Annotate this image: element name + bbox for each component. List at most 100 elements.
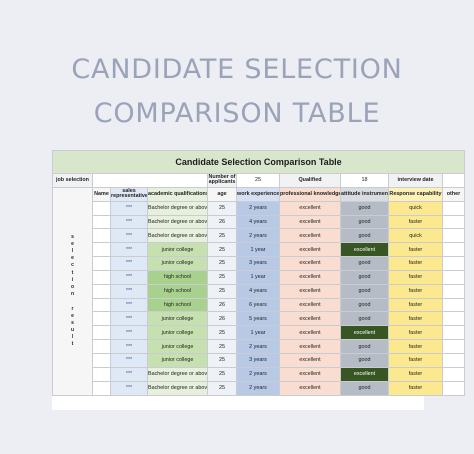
other-cell[interactable] — [441, 297, 466, 313]
knowledge-cell[interactable]: excellent — [279, 339, 341, 354]
academic-cell[interactable]: high school — [147, 297, 208, 313]
attitude-cell[interactable]: good — [340, 256, 389, 271]
academic-cell[interactable]: high school — [147, 269, 208, 285]
attitude-cell[interactable]: good — [340, 339, 389, 354]
candidate-name-cell[interactable] — [92, 214, 111, 230]
other-cell[interactable] — [441, 366, 466, 382]
other-cell[interactable] — [441, 200, 466, 216]
candidate-name-cell[interactable] — [92, 297, 111, 313]
work-experience-cell[interactable]: 1 year — [236, 269, 280, 285]
response-cell[interactable]: faster — [388, 269, 443, 285]
other-cell[interactable] — [441, 283, 466, 299]
qualified-value[interactable]: 18 — [340, 173, 389, 188]
age-cell[interactable]: 25 — [207, 380, 237, 396]
response-cell[interactable]: faster — [388, 297, 443, 313]
work-experience-cell[interactable]: 2 years — [236, 228, 280, 244]
age-cell[interactable]: 25 — [207, 366, 237, 382]
candidate-name-cell[interactable] — [92, 242, 111, 258]
other-cell[interactable] — [441, 269, 466, 285]
candidate-name-cell[interactable] — [92, 200, 111, 216]
attitude-cell[interactable]: excellent — [340, 366, 389, 382]
other-cell[interactable] — [441, 339, 466, 354]
sales-rep-cell[interactable]: *** — [110, 311, 148, 327]
academic-cell[interactable]: junior college — [147, 339, 208, 354]
candidate-name-cell[interactable] — [92, 269, 111, 285]
work-experience-cell[interactable]: 1 year — [236, 325, 280, 341]
attitude-cell[interactable]: excellent — [340, 242, 389, 258]
academic-cell[interactable]: junior college — [147, 325, 208, 341]
age-cell[interactable]: 25 — [207, 200, 237, 216]
academic-cell[interactable]: Bachelor degree or above — [147, 214, 208, 230]
knowledge-cell[interactable]: excellent — [279, 352, 341, 368]
sales-rep-cell[interactable]: *** — [110, 380, 148, 396]
age-cell[interactable]: 25 — [207, 228, 237, 244]
academic-cell[interactable]: junior college — [147, 311, 208, 327]
candidate-name-cell[interactable] — [92, 352, 111, 368]
candidate-name-cell[interactable] — [92, 366, 111, 382]
knowledge-cell[interactable]: excellent — [279, 366, 341, 382]
work-experience-cell[interactable]: 4 years — [236, 214, 280, 230]
age-cell[interactable]: 25 — [207, 256, 237, 271]
work-experience-cell[interactable]: 1 year — [236, 242, 280, 258]
attitude-cell[interactable]: good — [340, 297, 389, 313]
age-cell[interactable]: 26 — [207, 214, 237, 230]
academic-cell[interactable]: high school — [147, 283, 208, 299]
work-experience-cell[interactable]: 5 years — [236, 311, 280, 327]
age-cell[interactable]: 26 — [207, 297, 237, 313]
sales-rep-cell[interactable]: *** — [110, 242, 148, 258]
attitude-cell[interactable]: good — [340, 311, 389, 327]
sales-rep-cell[interactable]: *** — [110, 200, 148, 216]
attitude-cell[interactable]: good — [340, 380, 389, 396]
age-cell[interactable]: 25 — [207, 352, 237, 368]
sales-rep-cell[interactable]: *** — [110, 214, 148, 230]
response-cell[interactable]: faster — [388, 283, 443, 299]
candidate-name-cell[interactable] — [92, 228, 111, 244]
response-cell[interactable]: faster — [388, 352, 443, 368]
academic-cell[interactable]: Bachelor degree or above — [147, 380, 208, 396]
work-experience-cell[interactable]: 3 years — [236, 352, 280, 368]
academic-cell[interactable]: junior college — [147, 256, 208, 271]
sales-rep-cell[interactable]: *** — [110, 366, 148, 382]
sales-rep-cell[interactable]: *** — [110, 228, 148, 244]
age-cell[interactable]: 25 — [207, 325, 237, 341]
sales-rep-cell[interactable]: *** — [110, 325, 148, 341]
candidate-name-cell[interactable] — [92, 339, 111, 354]
candidate-name-cell[interactable] — [92, 311, 111, 327]
knowledge-cell[interactable]: excellent — [279, 256, 341, 271]
academic-cell[interactable]: junior college — [147, 242, 208, 258]
other-cell[interactable] — [441, 256, 466, 271]
knowledge-cell[interactable]: excellent — [279, 283, 341, 299]
academic-cell[interactable]: junior college — [147, 352, 208, 368]
other-cell[interactable] — [441, 214, 466, 230]
candidate-name-cell[interactable] — [92, 380, 111, 396]
work-experience-cell[interactable]: 2 years — [236, 366, 280, 382]
response-cell[interactable]: faster — [388, 325, 443, 341]
age-cell[interactable]: 25 — [207, 283, 237, 299]
candidate-name-cell[interactable] — [92, 283, 111, 299]
knowledge-cell[interactable]: excellent — [279, 311, 341, 327]
candidate-name-cell[interactable] — [92, 325, 111, 341]
response-cell[interactable]: quick — [388, 228, 443, 244]
response-cell[interactable]: quick — [388, 200, 443, 216]
knowledge-cell[interactable]: excellent — [279, 269, 341, 285]
work-experience-cell[interactable]: 2 years — [236, 380, 280, 396]
response-cell[interactable]: faster — [388, 366, 443, 382]
response-cell[interactable]: faster — [388, 311, 443, 327]
applicants-value[interactable]: 25 — [236, 173, 280, 188]
response-cell[interactable]: faster — [388, 214, 443, 230]
job-selection-value[interactable] — [92, 173, 208, 188]
response-cell[interactable]: faster — [388, 339, 443, 354]
interview-date-value[interactable] — [441, 173, 466, 188]
academic-cell[interactable]: Bachelor degree or above — [147, 200, 208, 216]
response-cell[interactable]: faster — [388, 242, 443, 258]
sales-rep-cell[interactable]: *** — [110, 256, 148, 271]
age-cell[interactable]: 25 — [207, 339, 237, 354]
knowledge-cell[interactable]: excellent — [279, 214, 341, 230]
candidate-name-cell[interactable] — [92, 256, 111, 271]
work-experience-cell[interactable]: 2 years — [236, 200, 280, 216]
sales-rep-cell[interactable]: *** — [110, 297, 148, 313]
other-cell[interactable] — [441, 311, 466, 327]
age-cell[interactable]: 26 — [207, 311, 237, 327]
sales-rep-cell[interactable]: *** — [110, 283, 148, 299]
work-experience-cell[interactable]: 6 years — [236, 297, 280, 313]
